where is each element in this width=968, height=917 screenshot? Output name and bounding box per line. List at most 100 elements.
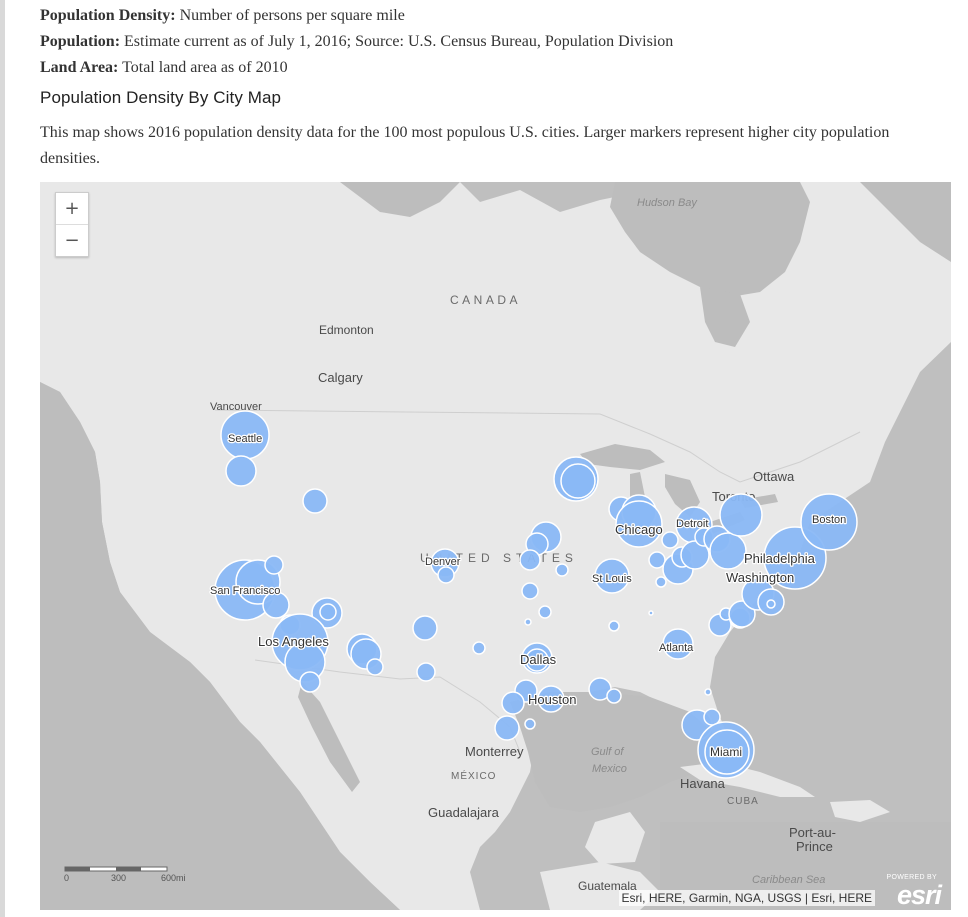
city-marker	[519, 549, 541, 571]
us-canada-border	[214, 409, 861, 483]
city-marker	[648, 551, 666, 569]
city-marker	[662, 628, 694, 660]
city-marker	[521, 582, 539, 600]
caribbean-water	[660, 822, 951, 910]
city-markers	[214, 410, 858, 779]
city-marker	[537, 685, 565, 713]
city-marker	[800, 493, 858, 551]
city-marker	[538, 605, 552, 619]
pacific-water	[40, 382, 400, 910]
label-guatemala: Guatemala	[578, 879, 637, 893]
scale-bar-segment	[65, 867, 90, 871]
scale-label-end: 600mi	[161, 873, 186, 883]
city-marker	[264, 555, 284, 575]
scale-label-0: 0	[64, 873, 69, 883]
definition-population-density: Population Density: Number of persons pe…	[40, 3, 405, 29]
label-caribbean-sea: Caribbean Sea	[752, 874, 825, 886]
esri-powered-by: POWERED BY	[886, 874, 937, 881]
definition-term: Land Area:	[40, 59, 119, 76]
label-havana: Havana	[680, 776, 726, 791]
section-description: This map shows 2016 population density d…	[40, 124, 890, 167]
label-vancouver: Vancouver	[210, 401, 262, 413]
james-bay-water	[700, 287, 750, 347]
definition-land-area: Land Area: Total land area as of 2010	[40, 55, 288, 81]
city-marker	[501, 691, 525, 715]
city-label-los-angeles: Los Angeles	[258, 634, 329, 649]
definition-term: Population:	[40, 33, 121, 50]
label-port-au-prince-1: Port-au-	[789, 825, 836, 840]
city-label-san-francisco: San Francisco	[210, 585, 280, 597]
label-cuba: CUBA	[727, 796, 759, 807]
label-port-au-prince-2: Prince	[796, 839, 833, 854]
definition-population: Population: Estimate current as of July …	[40, 29, 673, 55]
city-marker	[709, 532, 747, 570]
city-marker	[766, 599, 776, 609]
city-label-detroit: Detroit	[676, 518, 708, 530]
city-marker	[524, 618, 532, 626]
city-marker	[524, 718, 536, 730]
city-label-miami: Miami	[710, 745, 742, 759]
hispaniola-land	[830, 800, 890, 822]
label-edmonton: Edmonton	[319, 323, 374, 337]
esri-logo-text: esri	[896, 880, 942, 910]
map-labels: Hudson Bay CANADA Edmonton Calgary Vanco…	[64, 197, 858, 893]
city-marker	[606, 688, 622, 704]
city-marker	[555, 563, 569, 577]
city-label-dallas: Dallas	[520, 652, 557, 667]
population-density-map[interactable]: Hudson Bay CANADA Edmonton Calgary Vanco…	[40, 182, 951, 910]
city-marker	[366, 658, 384, 676]
city-marker	[719, 493, 763, 537]
city-label-st-louis: St Louis	[592, 573, 632, 585]
left-border	[0, 0, 5, 917]
city-label-philadelphia: Philadelphia	[744, 551, 816, 566]
city-marker	[262, 591, 290, 619]
city-marker	[560, 463, 596, 499]
scale-label-mid: 300	[111, 873, 126, 883]
city-label-houston: Houston	[528, 692, 576, 707]
city-marker	[704, 729, 750, 775]
city-label-denver: Denver	[425, 556, 461, 568]
definition-term: Population Density:	[40, 7, 176, 24]
definition-text: Estimate current as of July 1, 2016; Sou…	[120, 33, 674, 50]
esri-logo-icon[interactable]: POWERED BY esri	[883, 874, 945, 910]
zoom-control: + −	[55, 192, 89, 257]
city-marker	[299, 671, 321, 693]
section-title: Population Density By City Map	[40, 88, 282, 107]
label-guadalajara: Guadalajara	[428, 805, 500, 820]
city-marker	[302, 488, 328, 514]
city-marker	[655, 576, 667, 588]
city-label-seattle: Seattle	[228, 433, 262, 445]
label-canada: CANADA	[450, 293, 521, 307]
city-marker	[648, 610, 654, 616]
label-hudson-bay: Hudson Bay	[637, 197, 698, 209]
definition-text: Number of persons per square mile	[175, 7, 405, 24]
arctic-water	[340, 182, 460, 217]
city-marker	[615, 500, 663, 548]
city-marker	[225, 455, 257, 487]
label-gulf-of-mexico-1: Gulf of	[591, 746, 624, 758]
city-marker	[416, 662, 436, 682]
city-label-boston: Boston	[812, 514, 846, 526]
yucatan-land	[585, 812, 645, 864]
scale-bar: 0 300 600mi	[64, 866, 186, 883]
scale-bar-segment	[116, 867, 141, 871]
definition-text: Total land area as of 2010	[118, 59, 288, 76]
city-marker	[494, 715, 520, 741]
city-marker	[594, 558, 630, 594]
map-attribution[interactable]: Esri, HERE, Garmin, NGA, USGS | Esri, HE…	[618, 890, 875, 906]
label-ottawa: Ottawa	[753, 469, 795, 484]
lake-huron	[665, 474, 700, 517]
city-marker	[661, 531, 679, 549]
city-label-atlanta: Atlanta	[659, 642, 694, 654]
label-gulf-of-mexico-2: Mexico	[592, 763, 627, 775]
city-marker	[704, 688, 712, 696]
city-label-washington: Washington	[726, 570, 794, 585]
lake-superior	[580, 444, 665, 470]
zoom-out-button[interactable]: −	[64, 230, 80, 251]
city-marker	[319, 603, 337, 621]
zoom-in-button[interactable]: +	[56, 193, 88, 225]
hudson-bay-water	[610, 182, 810, 297]
gulf-of-mexico	[510, 692, 720, 812]
northeast-water	[860, 182, 951, 262]
label-mexico: MÉXICO	[451, 769, 496, 782]
